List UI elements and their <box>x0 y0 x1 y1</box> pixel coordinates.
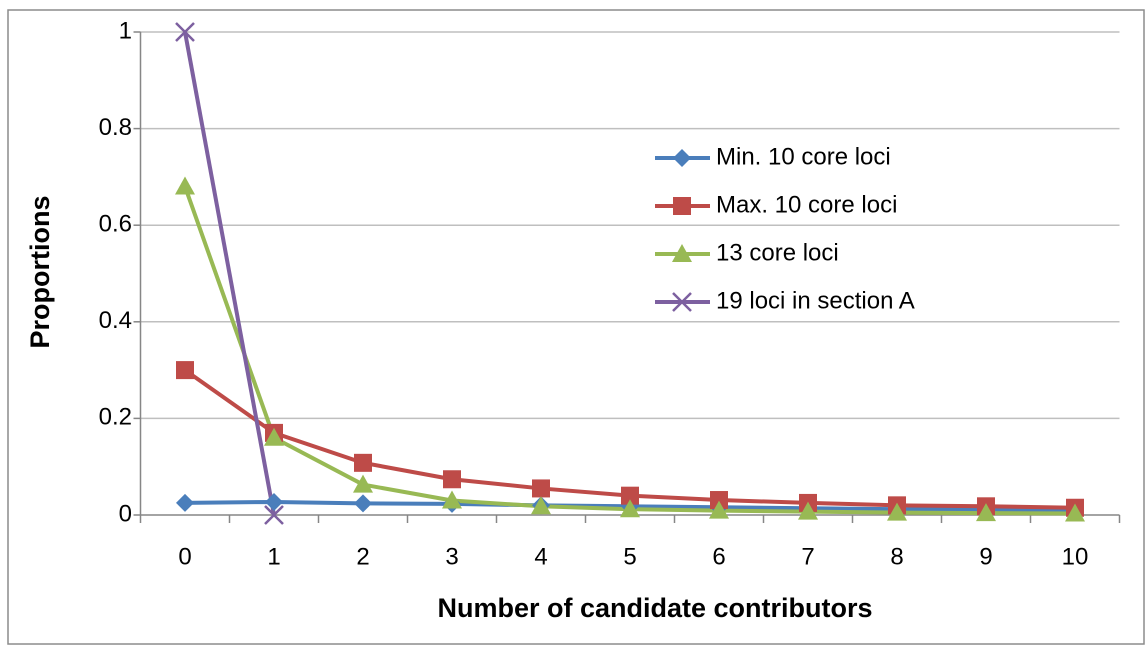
x-tick-label: 3 <box>445 543 458 570</box>
series-line <box>183 31 276 516</box>
x-tick-label: 4 <box>534 543 547 570</box>
marker <box>354 453 372 472</box>
x-tick-label: 8 <box>890 543 903 570</box>
legend-label: Min. 10 core loci <box>716 143 891 170</box>
x-tick-label: 7 <box>801 543 814 570</box>
marker <box>175 176 195 195</box>
marker <box>175 22 195 42</box>
x-tick-label: 6 <box>712 543 725 570</box>
marker <box>672 244 692 262</box>
marker <box>531 496 551 515</box>
y-tick-label: 0.8 <box>99 114 132 141</box>
marker <box>887 502 907 521</box>
marker <box>673 149 691 167</box>
legend-label: Max. 10 core loci <box>716 191 897 218</box>
x-tick-label: 0 <box>178 543 191 570</box>
marker <box>976 503 996 522</box>
marker <box>176 493 194 512</box>
marker <box>672 292 692 312</box>
x-tick-label: 10 <box>1062 543 1089 570</box>
y-axis-label: Proportions <box>25 196 55 349</box>
series-line <box>183 185 1076 516</box>
marker <box>673 197 691 215</box>
marker <box>264 427 284 446</box>
y-tick-label: 0.2 <box>99 404 132 431</box>
x-tick-label: 2 <box>356 543 369 570</box>
legend-label: 13 core loci <box>716 239 839 266</box>
marker <box>354 494 372 513</box>
marker <box>798 501 818 520</box>
x-axis-label: Number of candidate contributors <box>437 593 872 623</box>
marker <box>176 361 194 380</box>
marker <box>443 470 461 489</box>
marker <box>532 479 550 498</box>
marker <box>265 492 283 511</box>
marker <box>710 491 728 510</box>
x-tick-label: 5 <box>623 543 636 570</box>
x-tick-label: 1 <box>267 543 280 570</box>
marker <box>620 499 640 518</box>
marker <box>621 486 639 505</box>
marker <box>1065 503 1085 522</box>
marker <box>709 500 729 519</box>
y-tick-label: 0 <box>119 500 132 527</box>
y-tick-label: 1 <box>119 17 132 44</box>
marker <box>442 490 462 509</box>
y-tick-label: 0.4 <box>99 307 132 334</box>
x-tick-label: 9 <box>979 543 992 570</box>
marker <box>264 505 284 525</box>
frame <box>7 9 1145 645</box>
y-tick-label: 0.6 <box>99 211 132 238</box>
legend-label: 19 loci in section A <box>716 287 915 314</box>
marker <box>353 474 373 493</box>
